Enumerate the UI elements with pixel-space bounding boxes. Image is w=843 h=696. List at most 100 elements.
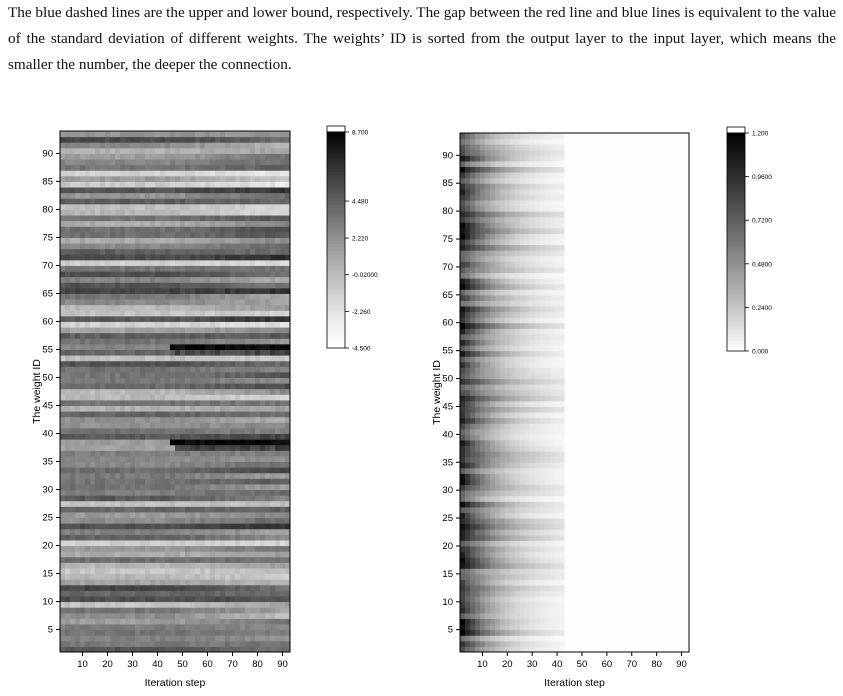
heatmap-cell	[125, 254, 131, 261]
heatmap-cell	[80, 248, 86, 255]
heatmap-cell	[240, 203, 246, 210]
heatmap-cell	[185, 332, 191, 339]
heatmap-cell	[225, 310, 231, 317]
heatmap-cell	[145, 355, 151, 362]
y-tick-label: 80	[42, 204, 53, 215]
heatmap-cell	[85, 534, 91, 541]
heatmap-cell	[195, 573, 201, 580]
heatmap-cell	[135, 467, 141, 474]
heatmap-cell	[494, 640, 501, 647]
heatmap-cell	[260, 198, 266, 205]
heatmap-cell	[215, 607, 221, 614]
heatmap-cell	[95, 187, 101, 194]
heatmap-cell	[265, 411, 271, 418]
heatmap-cell	[679, 646, 685, 653]
heatmap-cell	[250, 304, 256, 311]
heatmap-cell	[135, 534, 141, 541]
heatmap-cell	[255, 315, 261, 322]
heatmap-cell	[624, 624, 630, 631]
heatmap-cell	[190, 175, 196, 182]
heatmap-cell	[554, 624, 561, 631]
heatmap-cell	[220, 590, 226, 597]
heatmap-cell	[125, 293, 131, 300]
heatmap-cell	[130, 595, 136, 603]
heatmap-cell	[195, 640, 201, 647]
heatmap-cell	[65, 422, 71, 429]
heatmap-cell	[145, 618, 151, 625]
heatmap-cell	[225, 472, 231, 479]
heatmap-cell	[150, 539, 156, 547]
heatmap-cell	[60, 209, 66, 216]
heatmap-cell	[125, 618, 131, 625]
heatmap-cell	[270, 394, 276, 401]
heatmap-cell	[674, 640, 680, 647]
heatmap-cell	[145, 495, 151, 502]
heatmap-cell	[644, 624, 650, 631]
heatmap-cell	[220, 299, 226, 306]
heatmap-cell	[115, 315, 121, 322]
heatmap-cell	[85, 237, 91, 244]
heatmap-cell	[679, 635, 685, 642]
heatmap-cell	[165, 142, 171, 149]
heatmap-cell	[255, 243, 261, 250]
heatmap-cell	[524, 596, 531, 603]
heatmap-cell	[215, 405, 221, 412]
heatmap-cell	[95, 562, 101, 569]
heatmap-cell	[80, 623, 86, 631]
heatmap-cell	[175, 495, 181, 502]
heatmap-cell	[479, 618, 486, 625]
heatmap-cell	[230, 551, 236, 558]
heatmap-cell	[524, 629, 531, 636]
heatmap-cell	[225, 405, 231, 412]
heatmap-cell	[155, 467, 161, 474]
heatmap-cell	[185, 646, 191, 653]
heatmap-cell	[95, 293, 101, 300]
heatmap-cell	[220, 545, 226, 552]
heatmap-cell	[629, 618, 635, 625]
heatmap-cell	[80, 595, 86, 603]
heatmap-cell	[200, 607, 206, 614]
heatmap-cell	[285, 584, 291, 591]
heatmap-cell	[170, 299, 176, 306]
heatmap-cell	[130, 170, 136, 177]
heatmap-cell	[215, 629, 221, 636]
heatmap-cell	[220, 489, 226, 496]
heatmap-cell	[90, 377, 96, 384]
heatmap-cell	[115, 327, 121, 334]
heatmap-cell	[245, 282, 251, 289]
heatmap-cell	[185, 562, 191, 569]
heatmap-cell	[250, 590, 256, 597]
heatmap-cell	[100, 646, 106, 653]
heatmap-cell	[280, 528, 286, 535]
heatmap-cell	[464, 590, 471, 597]
heatmap-cell	[95, 640, 101, 647]
heatmap-cell	[170, 203, 176, 210]
heatmap-cell	[544, 624, 551, 631]
heatmap-cell	[170, 534, 176, 541]
heatmap-cell	[65, 287, 71, 294]
heatmap-cell	[175, 405, 181, 412]
heatmap-cell	[165, 528, 171, 535]
colorbar-swatch	[327, 135, 345, 140]
heatmap-cell	[115, 601, 121, 608]
heatmap-cell	[210, 579, 216, 586]
heatmap-cell	[70, 635, 76, 642]
heatmap-cell	[205, 203, 211, 210]
heatmap-cell	[270, 209, 276, 216]
heatmap-cell	[110, 175, 116, 182]
heatmap-cell	[255, 136, 261, 143]
heatmap-cell	[250, 472, 256, 479]
heatmap-cell	[130, 500, 136, 507]
heatmap-cell	[240, 388, 246, 395]
heatmap-cell	[270, 332, 276, 339]
heatmap-cell	[155, 455, 161, 463]
heatmap-cell	[205, 282, 211, 289]
heatmap-cell	[285, 467, 291, 474]
heatmap-cell	[115, 304, 121, 311]
heatmap-cell	[280, 500, 286, 507]
y-tick-label: 45	[42, 401, 53, 412]
heatmap-cell	[225, 388, 231, 395]
heatmap-cell	[624, 590, 630, 597]
heatmap-cell	[170, 142, 176, 149]
heatmap-cell	[245, 175, 251, 182]
